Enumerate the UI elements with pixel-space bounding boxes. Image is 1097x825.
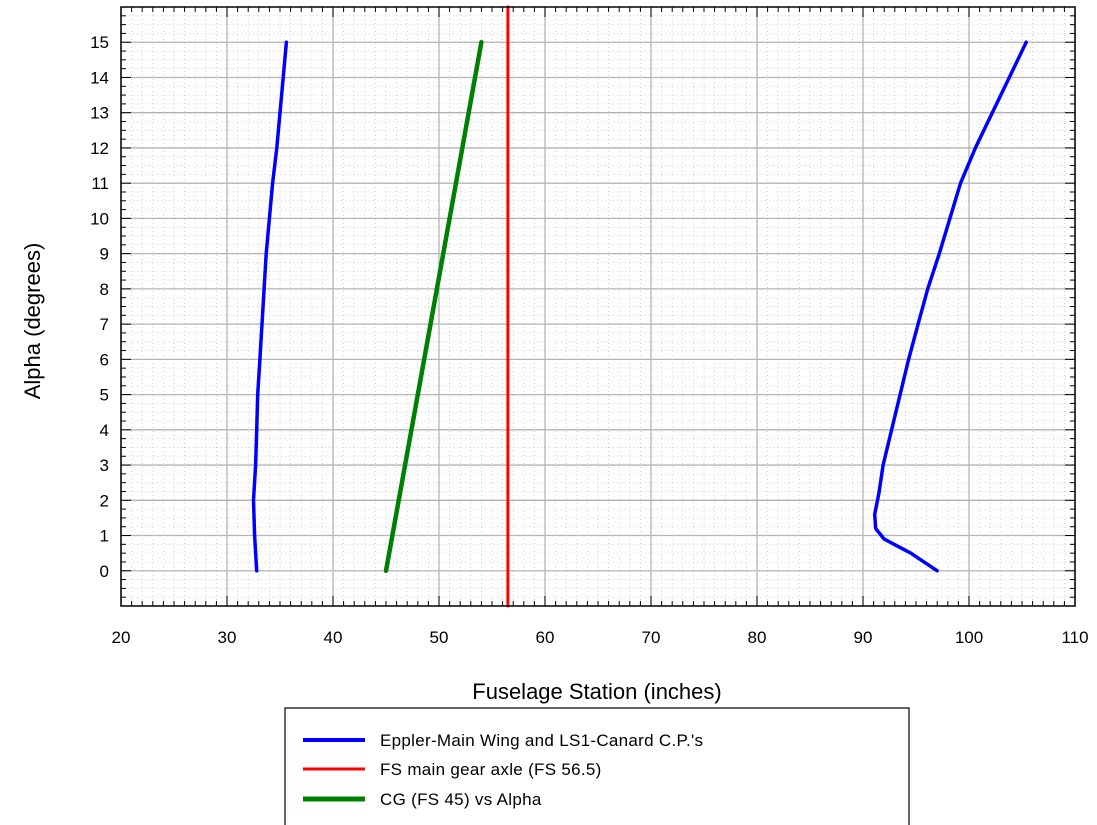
y-tick-label: 10 [90,209,109,228]
series-line-0-0 [251,40,289,573]
x-tick-label: 40 [324,628,343,647]
series-line-0-1 [872,40,1028,573]
y-tick-label: 9 [100,245,109,264]
tick-labels: 20 30 40 50 60 70 80 90 100 110012345678910111213… [90,33,1088,647]
y-tick-label: 12 [90,139,109,158]
legend-box [284,707,910,825]
x-tick-label: 50 [430,628,449,647]
y-tick-label: 3 [100,456,109,475]
y-tick-label: 0 [100,562,109,581]
series-line-2-0 [383,39,484,574]
x-tick-label: 110 [1061,628,1088,647]
y-tick-label: 7 [100,315,109,334]
x-axis-title: Fuselage Station (inches) [472,679,721,704]
y-tick-label: 14 [90,68,109,87]
x-tick-label: 60 [536,628,555,647]
x-tick-label: 80 [748,628,767,647]
y-tick-label: 15 [90,33,109,52]
y-tick-label: 11 [91,174,109,193]
minor-grid [121,6,1075,607]
y-tick-label: 5 [100,386,109,405]
y-tick-label: 2 [100,491,109,510]
x-tick-label: 30 [218,628,237,647]
legend-label-gear-axle: FS main gear axle (FS 56.5) [380,760,602,779]
legend-label-cg: CG (FS 45) vs Alpha [380,790,542,809]
y-tick-label: 6 [100,350,109,369]
y-tick-label: 4 [100,421,109,440]
series-layer [251,5,1028,608]
y-axis-title: Alpha (degrees) [20,243,45,400]
legend-label-eppler: Eppler-Main Wing and LS1-Canard C.P.'s [380,731,703,750]
x-tick-label: 70 [642,628,661,647]
x-tick-label: 100 [955,628,983,647]
y-tick-label: 8 [100,280,109,299]
x-tick-label: 90 [854,628,873,647]
x-tick-label: 20 [112,628,131,647]
y-tick-label: 1 [100,527,109,546]
y-tick-label: 13 [90,104,109,123]
legend: Eppler-Main Wing and LS1-Canard C.P.'s F… [284,707,910,825]
ticks-layer [120,6,1076,607]
